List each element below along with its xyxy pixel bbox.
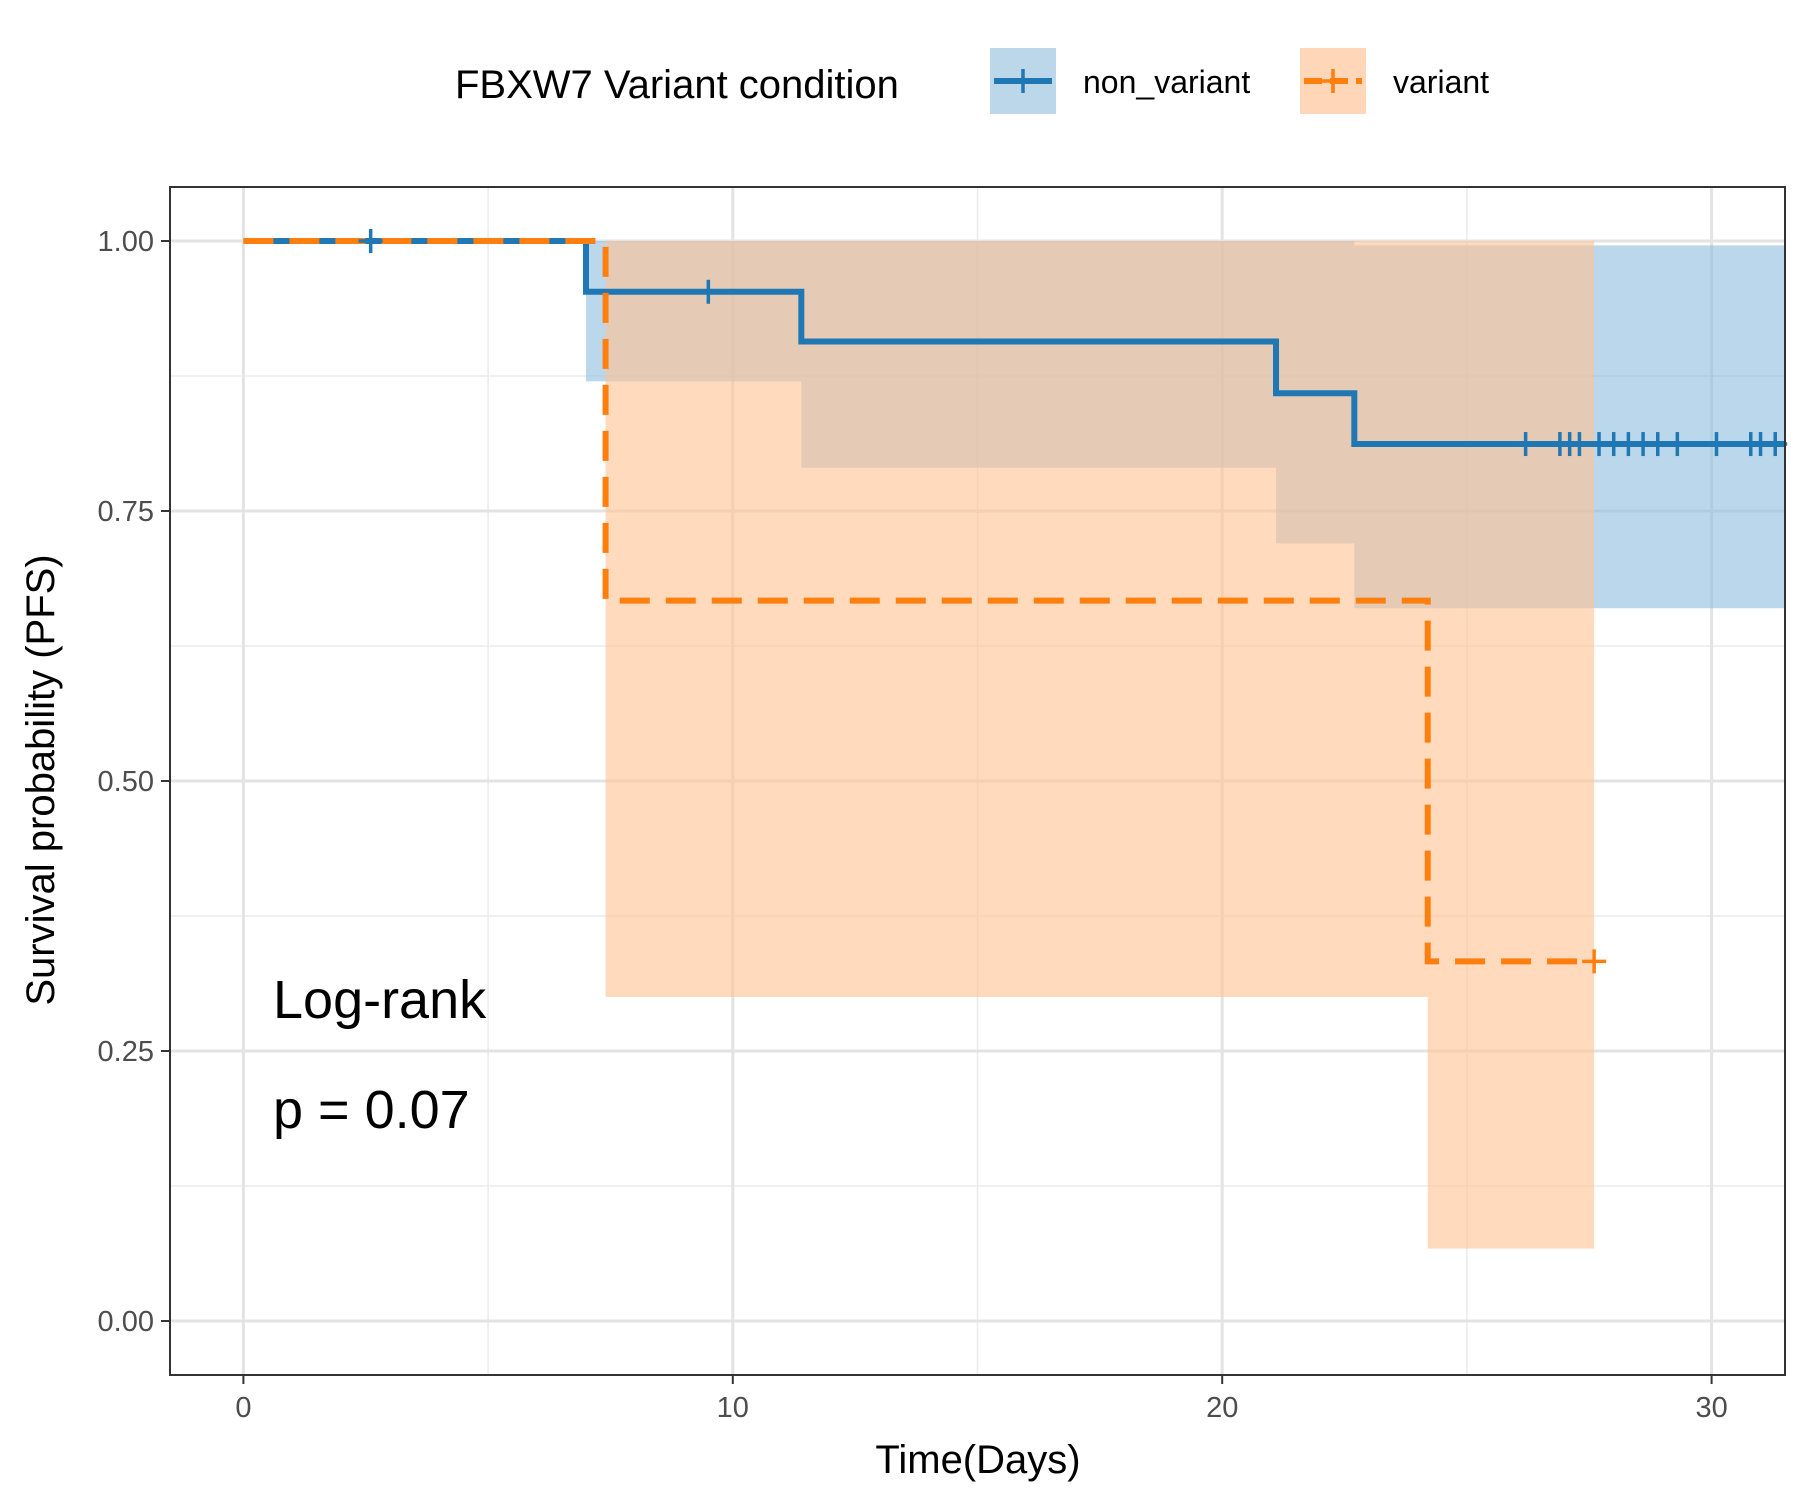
axis-ticks: 0 10 20 30 0.00 0.25 0.50 0.75 1.00 — [98, 226, 1728, 1424]
censor-mark-variant — [1582, 949, 1607, 974]
y-axis-title: Survival probability (PFS) — [19, 554, 63, 1005]
y-tick-label: 1.00 — [98, 226, 154, 258]
y-tick-label: 0.75 — [98, 496, 154, 528]
censor-mark-non-variant — [1665, 432, 1690, 457]
confidence-bands — [243, 241, 1786, 1249]
x-tick-label: 0 — [235, 1392, 251, 1424]
x-axis-title: Time(Days) — [875, 1438, 1080, 1482]
annotation-test-name: Log-rank — [273, 970, 487, 1030]
legend: FBXW7 Variant condition non_variant varia… — [455, 48, 1489, 114]
censor-mark-non-variant — [1763, 432, 1788, 457]
x-tick-label: 20 — [1206, 1392, 1238, 1424]
x-tick-label: 30 — [1695, 1392, 1727, 1424]
legend-title: FBXW7 Variant condition — [455, 63, 899, 107]
legend-label: variant — [1393, 64, 1489, 100]
survival-curves — [243, 238, 1785, 965]
legend-entry-variant: variant — [1300, 48, 1489, 114]
censor-mark-non-variant — [1704, 432, 1729, 457]
censor-marks — [358, 229, 1788, 974]
x-tick-label: 10 — [717, 1392, 749, 1424]
censor-mark-non-variant — [358, 229, 383, 253]
y-tick-label: 0.00 — [98, 1306, 154, 1338]
legend-entry-non-variant: non_variant — [990, 48, 1250, 114]
y-tick-label: 0.50 — [98, 766, 154, 798]
ci-band-variant — [243, 241, 1595, 1249]
survival-curve-non-variant — [243, 238, 1785, 448]
survival-curve-variant — [243, 238, 1595, 965]
censor-mark-non-variant — [1513, 432, 1538, 457]
annotation-p-value: p = 0.07 — [273, 1080, 470, 1140]
y-tick-label: 0.25 — [98, 1036, 154, 1068]
legend-label: non_variant — [1083, 64, 1250, 100]
censor-mark-non-variant — [696, 279, 721, 304]
